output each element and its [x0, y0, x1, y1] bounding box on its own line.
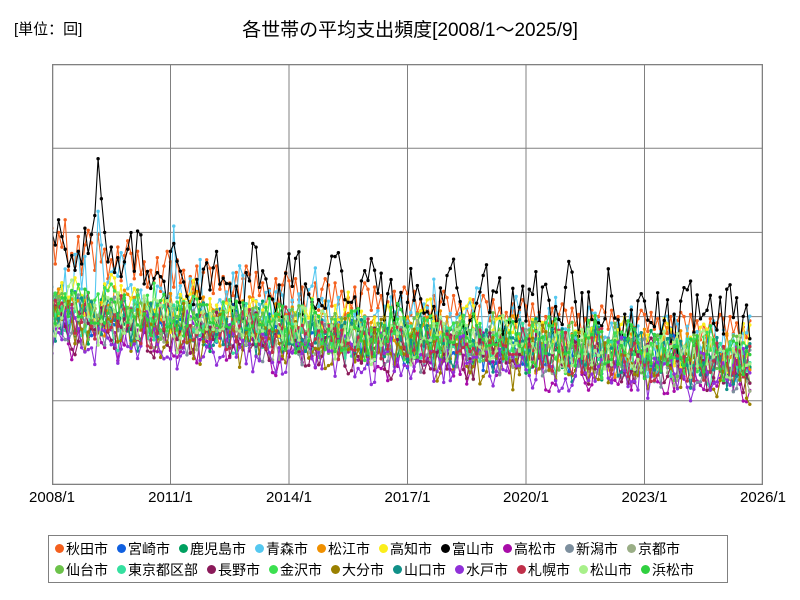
legend-item[interactable]: 浜松市 — [641, 563, 694, 577]
legend-item[interactable]: 東京都区部 — [117, 563, 198, 577]
legend-marker-icon — [55, 565, 64, 574]
x-tick-label: 2008/1 — [29, 489, 75, 506]
x-tick-label: 2026/1 — [740, 489, 786, 506]
series-line — [52, 287, 752, 383]
unit-label: [単位：回] — [14, 21, 83, 38]
legend-item[interactable]: 山口市 — [393, 563, 446, 577]
legend-marker-icon — [379, 544, 388, 553]
legend-label: 秋田市 — [66, 540, 108, 557]
legend-marker-icon — [517, 565, 526, 574]
legend-label: 高知市 — [390, 540, 432, 557]
x-tick-label: 2023/1 — [621, 489, 668, 506]
legend-marker-icon — [579, 565, 588, 574]
legend-marker-icon — [565, 544, 574, 553]
legend-label: 水戸市 — [466, 561, 508, 578]
legend-label: 山口市 — [404, 561, 446, 578]
x-tick-label: 2017/1 — [384, 489, 431, 506]
legend-item[interactable]: 青森市 — [255, 542, 308, 556]
legend-item[interactable]: 大分市 — [331, 563, 384, 577]
chart-title: 各世帯の平均支出頻度[2008/1～2025/9] — [242, 20, 578, 41]
legend-marker-icon — [117, 565, 126, 574]
legend-label: 長野市 — [218, 561, 260, 578]
x-tick-label: 2020/1 — [503, 489, 549, 506]
legend-marker-icon — [55, 544, 64, 553]
legend-marker-icon — [331, 565, 340, 574]
legend-item[interactable]: 松山市 — [579, 563, 632, 577]
legend-label: 富山市 — [452, 540, 494, 557]
legend-label: 青森市 — [266, 540, 308, 557]
legend-label: 金沢市 — [280, 561, 322, 578]
legend-item[interactable]: 仙台市 — [55, 563, 108, 577]
legend-marker-icon — [179, 544, 188, 553]
legend-marker-icon — [627, 544, 636, 553]
legend-marker-icon — [441, 544, 450, 553]
legend-marker-icon — [317, 544, 326, 553]
legend-marker-icon — [255, 544, 264, 553]
legend-item[interactable]: 長野市 — [207, 563, 260, 577]
legend-marker-icon — [455, 565, 464, 574]
x-tick-label: 2011/1 — [148, 489, 193, 506]
legend-marker-icon — [641, 565, 650, 574]
legend-label: 新潟市 — [576, 540, 618, 557]
legend-item[interactable]: 富山市 — [441, 542, 494, 556]
legend-label: 大分市 — [342, 561, 384, 578]
legend-item[interactable]: 秋田市 — [55, 542, 108, 556]
legend-item[interactable]: 高知市 — [379, 542, 432, 556]
legend-item[interactable]: 新潟市 — [565, 542, 618, 556]
legend-label: 浜松市 — [652, 561, 694, 578]
legend-label: 松江市 — [328, 540, 370, 557]
legend-marker-icon — [269, 565, 278, 574]
legend-item[interactable]: 札幌市 — [517, 563, 570, 577]
legend-label: 札幌市 — [528, 561, 570, 578]
legend-row-2: 仙台市 東京都区部 長野市 金沢市 大分市 山口市 水戸市 札幌市 松山市 浜松市 — [55, 559, 721, 580]
plot-area — [52, 64, 763, 485]
legend-item[interactable]: 高松市 — [503, 542, 556, 556]
legend-label: 宮崎市 — [128, 540, 170, 557]
legend-marker-icon — [393, 565, 402, 574]
legend-label: 仙台市 — [66, 561, 108, 578]
legend-item[interactable]: 宮崎市 — [117, 542, 170, 556]
legend-item[interactable]: 松江市 — [317, 542, 370, 556]
legend-label: 東京都区部 — [128, 561, 198, 578]
legend: 秋田市 宮崎市 鹿児島市 青森市 松江市 高知市 富山市 高松市 新潟市 京都市 仙台市 東京都区部… — [48, 535, 728, 583]
legend-label: 高松市 — [514, 540, 556, 557]
legend-row-1: 秋田市 宮崎市 鹿児島市 青森市 松江市 高知市 富山市 高松市 新潟市 京都市 — [55, 538, 721, 559]
legend-label: 松山市 — [590, 561, 632, 578]
chart-canvas — [52, 64, 763, 485]
x-tick-label: 2014/1 — [266, 489, 312, 506]
legend-marker-icon — [503, 544, 512, 553]
legend-item[interactable]: 京都市 — [627, 542, 680, 556]
legend-item[interactable]: 鹿児島市 — [179, 542, 246, 556]
legend-label: 京都市 — [638, 540, 680, 557]
legend-marker-icon — [207, 565, 216, 574]
legend-label: 鹿児島市 — [190, 540, 246, 557]
legend-item[interactable]: 金沢市 — [269, 563, 322, 577]
legend-marker-icon — [117, 544, 126, 553]
legend-item[interactable]: 水戸市 — [455, 563, 508, 577]
